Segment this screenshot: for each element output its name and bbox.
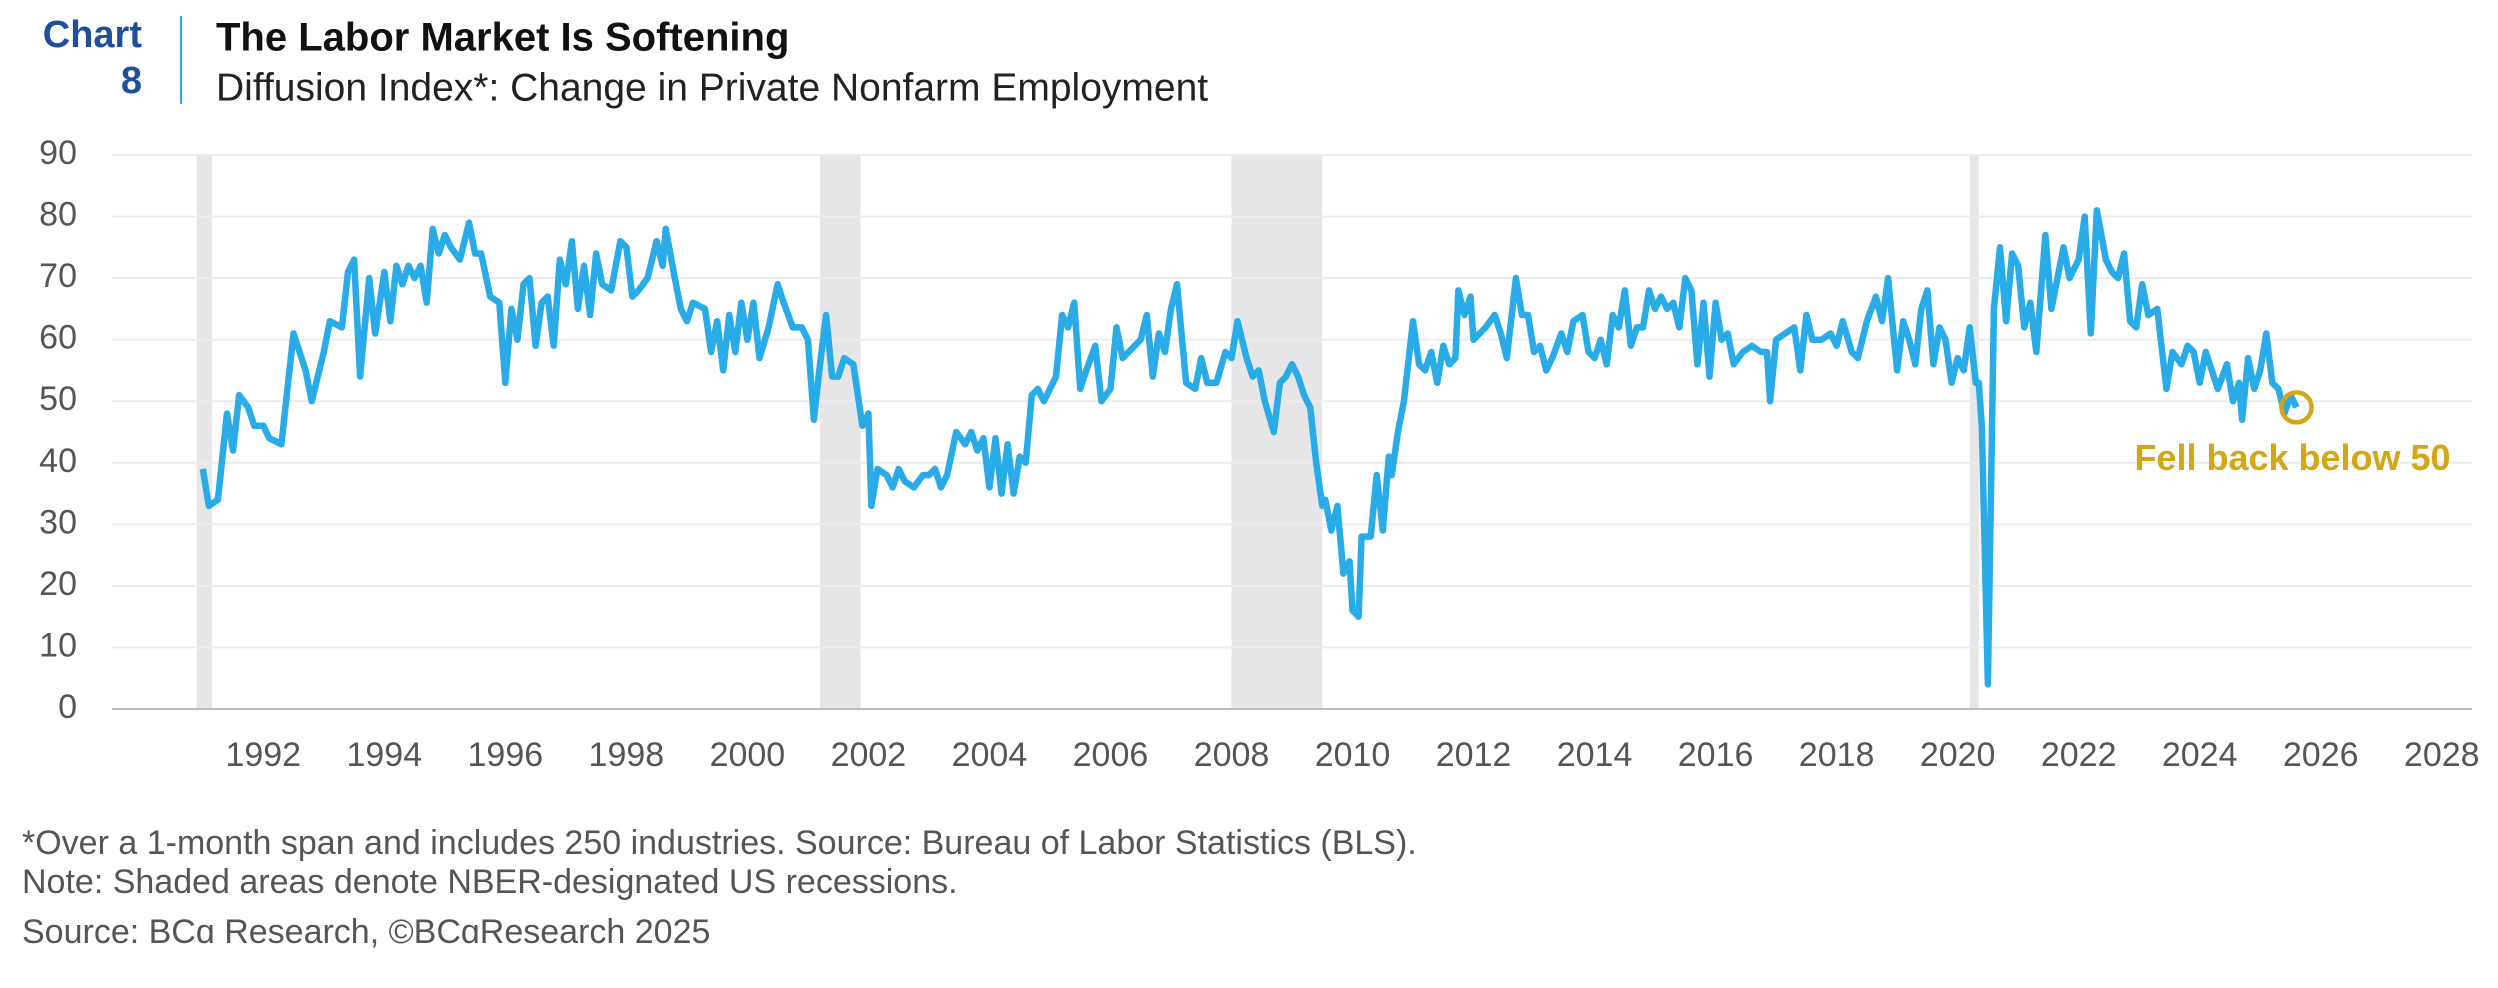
footnote: Note: Shaded areas denote NBER-designate… (22, 863, 958, 901)
recession-band (196, 155, 212, 709)
chart-label: Chart (43, 14, 143, 56)
y-tick-label: 10 (39, 626, 77, 664)
y-tick-label: 40 (39, 442, 77, 480)
y-tick-label: 50 (39, 380, 77, 418)
footnote: *Over a 1-month span and includes 250 in… (22, 824, 1417, 862)
highlight-circle (2279, 390, 2314, 425)
chart-title: The Labor Market Is Softening (216, 16, 789, 60)
annotation: Fell back below 50 (2134, 437, 2450, 478)
x-tick-label: 2028 (2404, 736, 2480, 774)
x-tick-label: 2026 (2283, 736, 2359, 774)
x-tick-label: 1998 (589, 736, 665, 774)
chart-number: 8 (121, 60, 142, 102)
data-line (199, 207, 2300, 688)
source: Source: BCɑ Research, ©BCɑResearch 2025 (22, 913, 710, 951)
y-tick-label: 90 (39, 134, 77, 172)
recession-band (1969, 155, 1979, 709)
y-tick-label: 80 (39, 196, 77, 234)
x-tick-label: 2006 (1073, 736, 1149, 774)
x-tick-label: 2004 (952, 736, 1028, 774)
x-tick-label: 2012 (1436, 736, 1512, 774)
x-tick-label: 2014 (1557, 736, 1633, 774)
x-tick-label: 2020 (1920, 736, 1996, 774)
chart-subtitle: Diffusion Index*: Change in Private Nonf… (216, 66, 1208, 109)
x-tick-label: 1992 (225, 736, 301, 774)
y-tick-label: 0 (58, 688, 77, 726)
recession-band (820, 155, 861, 709)
y-tick-label: 30 (39, 503, 77, 541)
x-tick-label: 2008 (1194, 736, 1270, 774)
x-tick-label: 2016 (1678, 736, 1754, 774)
x-tick-label: 2018 (1799, 736, 1875, 774)
x-tick-label: 1996 (468, 736, 544, 774)
x-tick-label: 2022 (2041, 736, 2117, 774)
plot-area: 0 10 20 30 40 50 60 70 80 90 1992 1994 1996 1998 2000 2… (39, 134, 2479, 774)
x-tick-label: 2010 (1315, 736, 1391, 774)
x-tick-label: 2002 (831, 736, 907, 774)
y-tick-label: 60 (39, 319, 77, 357)
x-tick-label: 1994 (346, 736, 422, 774)
y-tick-label: 20 (39, 565, 77, 603)
x-tick-label: 2000 (710, 736, 786, 774)
x-tick-label: 2024 (2162, 736, 2238, 774)
y-tick-label: 70 (39, 257, 77, 295)
